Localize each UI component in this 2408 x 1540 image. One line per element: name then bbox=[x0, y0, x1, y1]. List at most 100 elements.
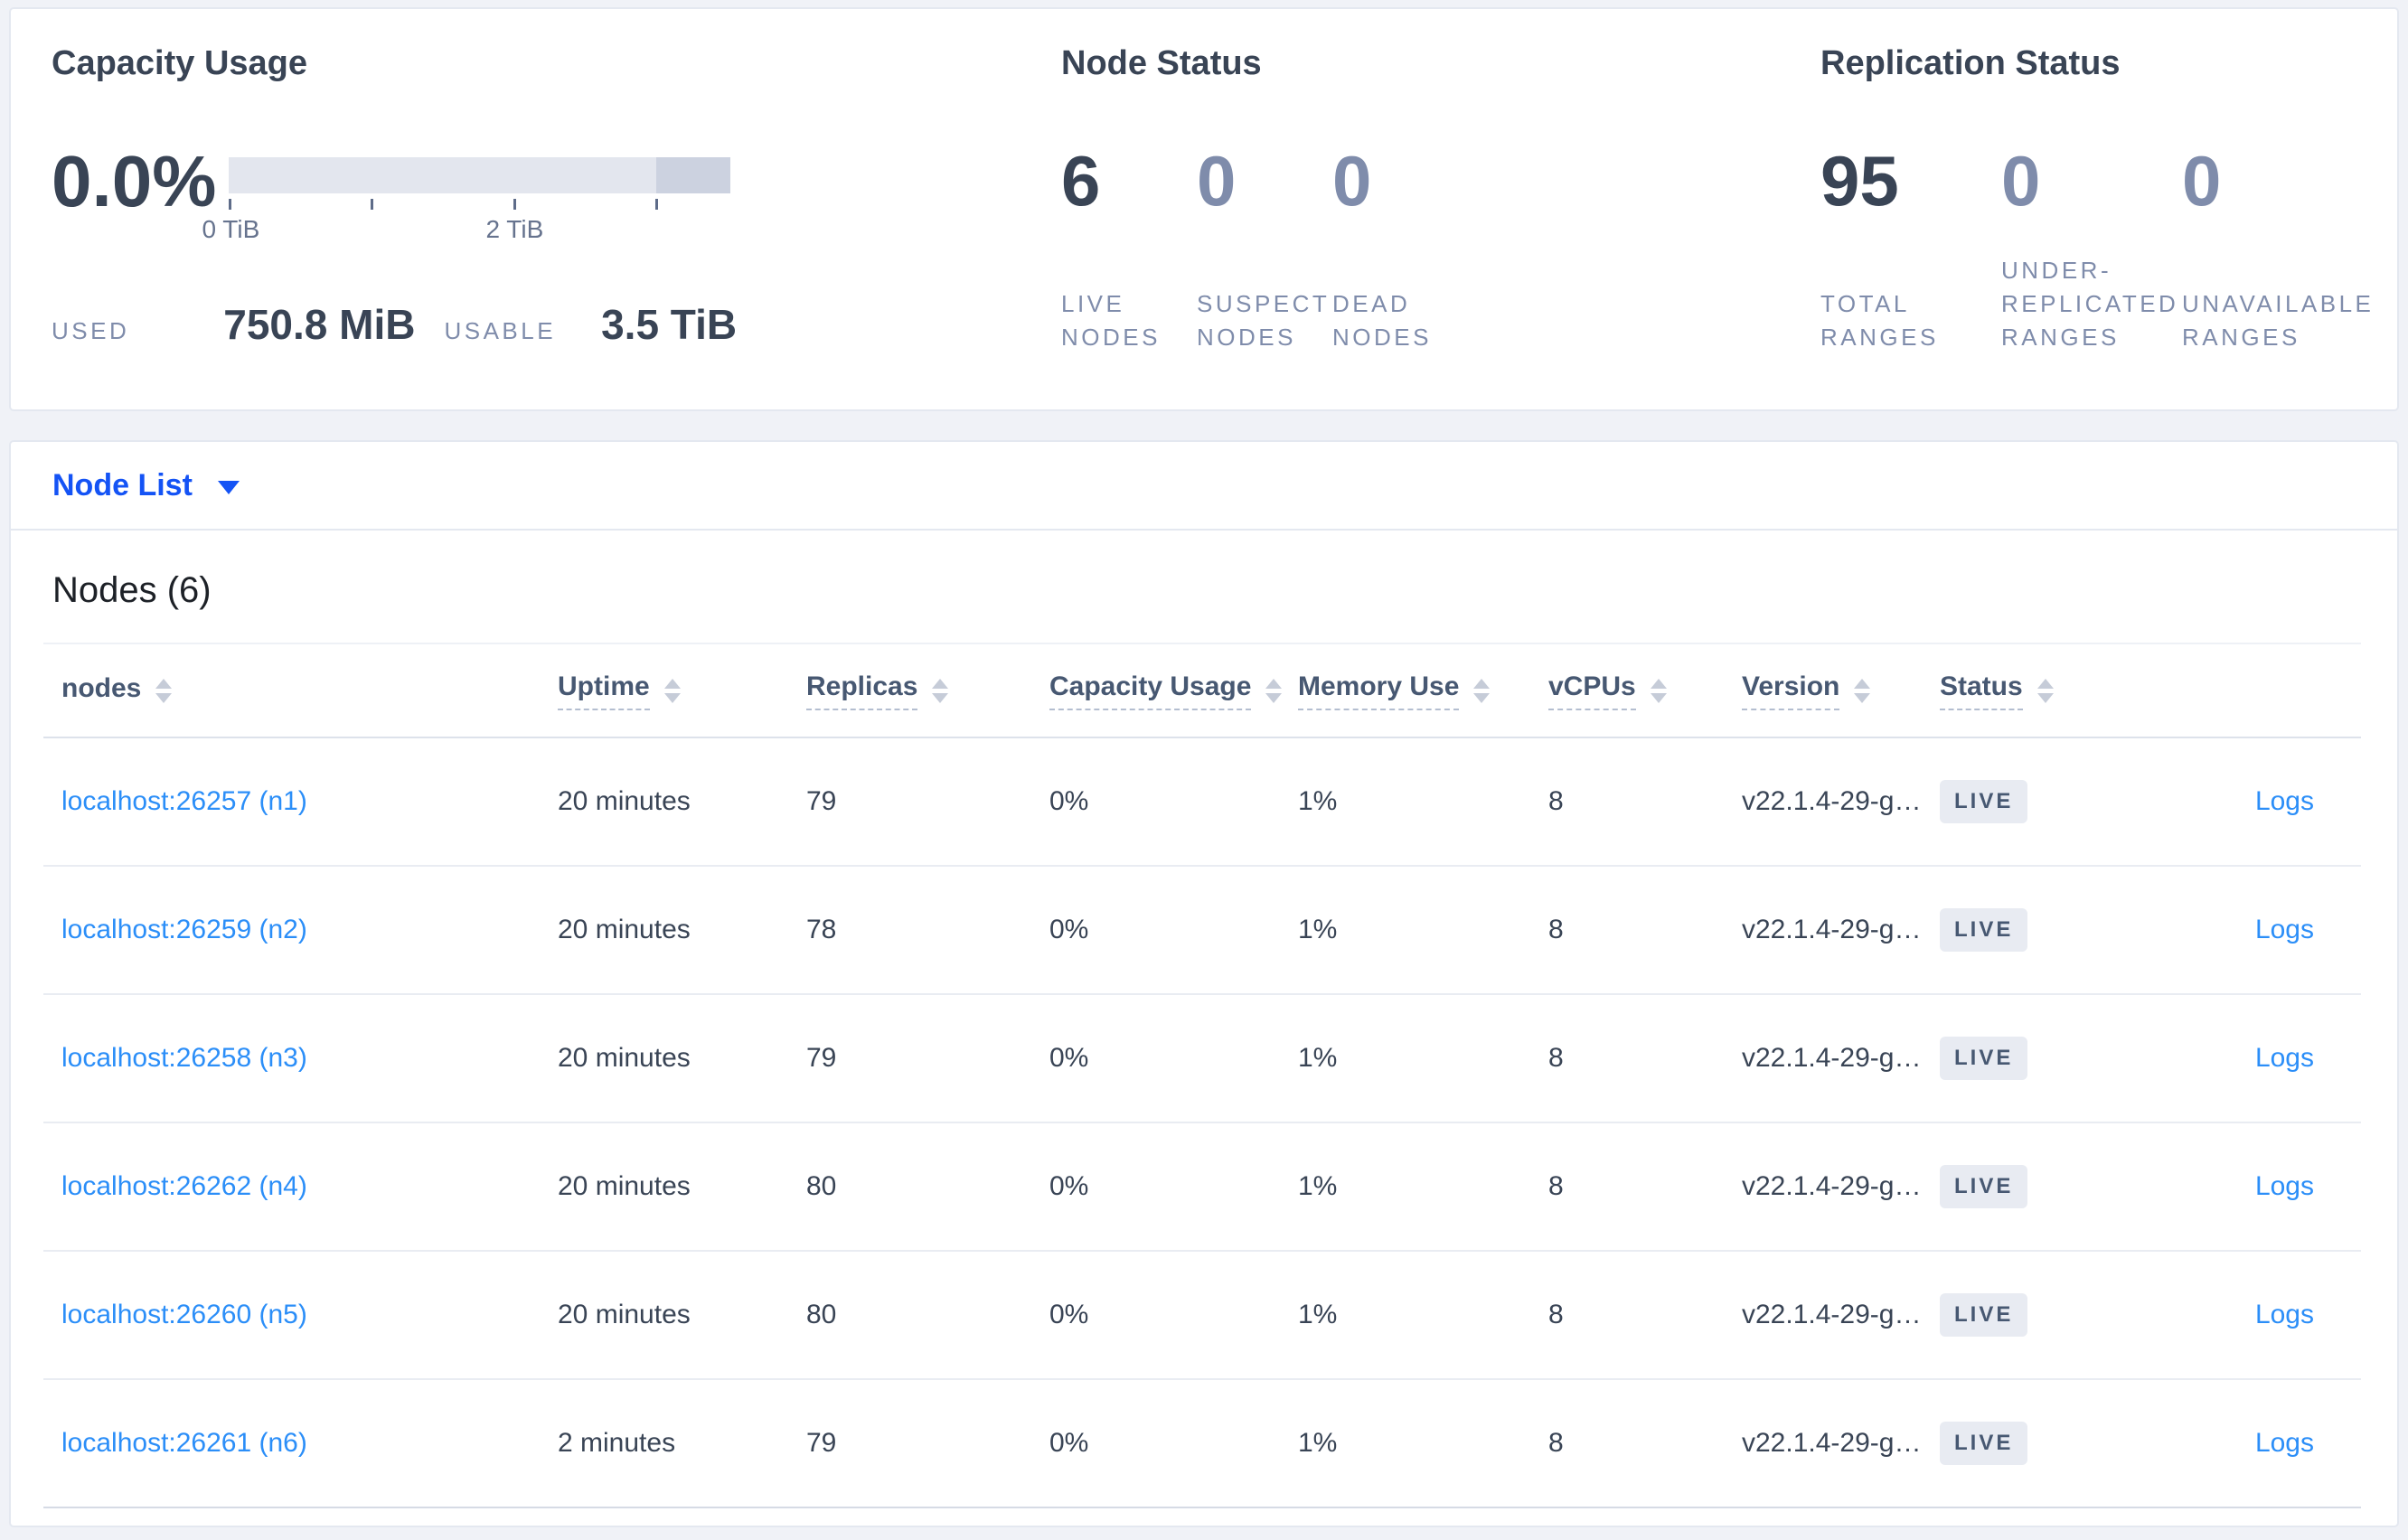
logs-link[interactable]: Logs bbox=[2254, 1428, 2314, 1458]
column-header-version[interactable]: Version bbox=[1742, 671, 1940, 710]
status-badge: LIVE bbox=[1940, 1293, 2028, 1337]
logs-link[interactable]: Logs bbox=[2254, 1043, 2314, 1073]
sort-icon bbox=[932, 678, 949, 703]
usable-value: 3.5 TiB bbox=[601, 301, 738, 348]
axis-tick bbox=[513, 199, 517, 210]
column-header-label: Capacity Usage bbox=[1049, 671, 1252, 710]
logs-link[interactable]: Logs bbox=[2254, 1171, 2314, 1201]
replication-status-title: Replication Status bbox=[1820, 44, 2121, 82]
logs-cell: Logs bbox=[2124, 1300, 2361, 1330]
capacity-axis-ticks bbox=[229, 197, 730, 210]
capacity-cell: 0% bbox=[1049, 786, 1089, 816]
table-row: localhost:26261 (n6) 2 minutes 79 0% 1% … bbox=[43, 1380, 2361, 1508]
node-link[interactable]: localhost:26258 (n3) bbox=[61, 1043, 307, 1073]
status-badge: LIVE bbox=[1940, 780, 2028, 823]
column-header-status[interactable]: Status bbox=[1940, 671, 2124, 710]
memory-cell: 1% bbox=[1298, 786, 1338, 816]
uptime-cell: 20 minutes bbox=[558, 786, 691, 816]
status-cell: LIVE bbox=[1940, 780, 2124, 823]
panel-divider bbox=[11, 529, 2397, 531]
live-nodes-stat: 6 LIVE NODES bbox=[1061, 145, 1197, 354]
column-header-label: Replicas bbox=[806, 671, 918, 710]
unavailable-ranges-value: 0 bbox=[2182, 141, 2222, 221]
memory-cell: 1% bbox=[1298, 1043, 1338, 1073]
dead-nodes-value: 0 bbox=[1332, 141, 1372, 221]
column-header-label: Status bbox=[1940, 671, 2023, 710]
memory-cell: 1% bbox=[1298, 1428, 1338, 1458]
suspect-nodes-value: 0 bbox=[1197, 141, 1237, 221]
node-link[interactable]: localhost:26259 (n2) bbox=[61, 915, 307, 944]
node-cell: localhost:26257 (n1) bbox=[43, 786, 558, 817]
capacity-used-percent: 0.0% bbox=[52, 141, 217, 221]
column-header-label: Memory Use bbox=[1298, 671, 1460, 710]
vcpus-cell: 8 bbox=[1548, 1043, 1564, 1073]
column-header-capacity-usage[interactable]: Capacity Usage bbox=[1049, 671, 1298, 710]
axis-tick bbox=[655, 199, 659, 210]
node-link[interactable]: localhost:26261 (n6) bbox=[61, 1428, 307, 1458]
table-row: localhost:26260 (n5) 20 minutes 80 0% 1%… bbox=[43, 1252, 2361, 1380]
sort-icon bbox=[663, 678, 681, 703]
capacity-axis-labels: 0 TiB 2 TiB bbox=[202, 215, 730, 244]
capacity-bar-segment bbox=[656, 157, 731, 193]
vcpus-cell: 8 bbox=[1548, 1428, 1564, 1458]
status-cell: LIVE bbox=[1940, 1165, 2124, 1208]
axis-tick bbox=[371, 199, 374, 210]
memory-cell: 1% bbox=[1298, 1171, 1338, 1201]
replicas-cell: 80 bbox=[806, 1300, 837, 1329]
status-badge: LIVE bbox=[1940, 908, 2028, 952]
replication-status-section: Replication Status 95 TOTAL RANGES 0 UND… bbox=[1820, 42, 2375, 354]
suspect-nodes-stat: 0 SUSPECT NODES bbox=[1197, 145, 1332, 354]
logs-link[interactable]: Logs bbox=[2254, 915, 2314, 944]
uptime-cell: 2 minutes bbox=[558, 1428, 676, 1458]
sort-icon bbox=[1650, 678, 1667, 703]
logs-cell: Logs bbox=[2124, 915, 2361, 945]
sort-icon bbox=[1265, 678, 1283, 703]
node-link[interactable]: localhost:26257 (n1) bbox=[61, 786, 307, 816]
logs-cell: Logs bbox=[2124, 786, 2361, 817]
dead-nodes-stat: 0 DEAD NODES bbox=[1332, 145, 1468, 354]
column-header-memory-use[interactable]: Memory Use bbox=[1298, 671, 1548, 710]
version-cell: v22.1.4-29-g… bbox=[1742, 786, 1922, 816]
column-header-uptime[interactable]: Uptime bbox=[558, 671, 806, 710]
column-header-label: Version bbox=[1742, 671, 1840, 710]
node-link[interactable]: localhost:26262 (n4) bbox=[61, 1171, 307, 1201]
table-row: localhost:26257 (n1) 20 minutes 79 0% 1%… bbox=[43, 738, 2361, 867]
logs-link[interactable]: Logs bbox=[2254, 786, 2314, 816]
dead-nodes-label: DEAD NODES bbox=[1332, 290, 1432, 351]
node-cell: localhost:26258 (n3) bbox=[43, 1043, 558, 1074]
table-row: localhost:26262 (n4) 20 minutes 80 0% 1%… bbox=[43, 1123, 2361, 1252]
memory-cell: 1% bbox=[1298, 1300, 1338, 1329]
chevron-down-icon bbox=[217, 480, 240, 494]
column-header-nodes[interactable]: nodes bbox=[43, 673, 558, 708]
version-cell: v22.1.4-29-g… bbox=[1742, 1171, 1922, 1201]
under-replicated-ranges-value: 0 bbox=[2001, 141, 2041, 221]
column-header-replicas[interactable]: Replicas bbox=[806, 671, 1049, 710]
capacity-usage-title: Capacity Usage bbox=[52, 44, 308, 82]
replicas-cell: 80 bbox=[806, 1171, 837, 1201]
axis-label-0tib: 0 TiB bbox=[202, 215, 260, 243]
capacity-cell: 0% bbox=[1049, 1428, 1089, 1458]
logs-link[interactable]: Logs bbox=[2254, 1300, 2314, 1329]
uptime-cell: 20 minutes bbox=[558, 1171, 691, 1201]
status-cell: LIVE bbox=[1940, 1037, 2124, 1080]
total-ranges-label: TOTAL RANGES bbox=[1820, 290, 1939, 351]
node-list-dropdown[interactable]: Node List bbox=[52, 468, 240, 503]
memory-cell: 1% bbox=[1298, 915, 1338, 944]
node-link[interactable]: localhost:26260 (n5) bbox=[61, 1300, 307, 1329]
status-cell: LIVE bbox=[1940, 1422, 2124, 1465]
unavailable-ranges-stat: 0 UNAVAILABLE RANGES bbox=[2182, 141, 2375, 354]
capacity-cell: 0% bbox=[1049, 915, 1089, 944]
status-cell: LIVE bbox=[1940, 1293, 2124, 1337]
under-replicated-ranges-label: UNDER-REPLICATED RANGES bbox=[2001, 257, 2179, 351]
total-ranges-value: 95 bbox=[1820, 141, 1899, 221]
live-nodes-value: 6 bbox=[1061, 141, 1101, 221]
unavailable-ranges-label: UNAVAILABLE RANGES bbox=[2182, 290, 2375, 351]
version-cell: v22.1.4-29-g… bbox=[1742, 1300, 1922, 1329]
replicas-cell: 79 bbox=[806, 1428, 837, 1458]
capacity-bar-track bbox=[229, 157, 731, 193]
logs-cell: Logs bbox=[2124, 1171, 2361, 1202]
column-header-vcpus[interactable]: vCPUs bbox=[1548, 671, 1742, 710]
cluster-summary-panel: Capacity Usage 0.0% 0 TiB 2 TiB bbox=[9, 7, 2399, 411]
uptime-cell: 20 minutes bbox=[558, 1300, 691, 1329]
capacity-cell: 0% bbox=[1049, 1043, 1089, 1073]
